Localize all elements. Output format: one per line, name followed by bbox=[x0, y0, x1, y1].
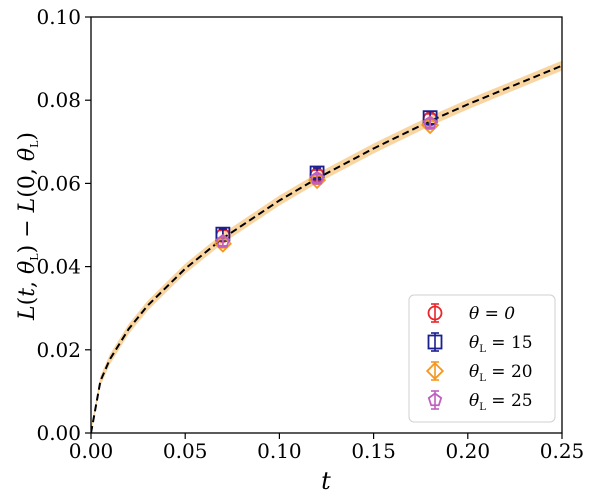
x-tick-label: 0.00 bbox=[69, 439, 114, 463]
data-point bbox=[309, 170, 325, 185]
y-tick-label: 0.08 bbox=[36, 88, 81, 112]
y-tick-label: 0.06 bbox=[36, 171, 81, 195]
x-tick-label: 0.15 bbox=[351, 439, 396, 463]
y-tick-label: 0.00 bbox=[36, 421, 81, 445]
y-tick-label: 0.10 bbox=[36, 5, 81, 29]
legend-marker bbox=[425, 361, 445, 381]
x-axis-label: t bbox=[321, 467, 331, 495]
x-tick-label: 0.25 bbox=[540, 439, 585, 463]
legend-marker bbox=[427, 334, 443, 350]
data-point bbox=[215, 234, 231, 248]
axes: 0.00 0.05 0.10 0.15 0.20 0.25 0.00 0.02 0.04 0.06… bbox=[36, 5, 584, 463]
legend: θ = 0 θL = 15 θL = 20 θL = 25 bbox=[408, 294, 556, 423]
y-tick-label: 0.02 bbox=[36, 338, 81, 362]
x-tick-label: 0.05 bbox=[163, 439, 208, 463]
series-3 bbox=[215, 115, 438, 248]
data-point bbox=[422, 115, 438, 130]
legend-label: θL = 15 bbox=[469, 333, 533, 355]
y-axis-label: L(t, θL) − L(0, θL) bbox=[15, 132, 41, 321]
y-tick-label: 0.04 bbox=[36, 255, 81, 279]
x-tick-label: 0.20 bbox=[446, 439, 491, 463]
legend-label: θL = 20 bbox=[469, 362, 533, 384]
axes-frame bbox=[90, 16, 563, 434]
legend-label: θ = 0 bbox=[469, 304, 515, 324]
plot-area bbox=[91, 60, 562, 433]
legend-marker bbox=[427, 392, 443, 407]
x-tick-label: 0.10 bbox=[257, 439, 302, 463]
legend-label: θL = 25 bbox=[469, 391, 533, 413]
legend-marker bbox=[427, 305, 443, 321]
legend-box bbox=[408, 294, 556, 423]
